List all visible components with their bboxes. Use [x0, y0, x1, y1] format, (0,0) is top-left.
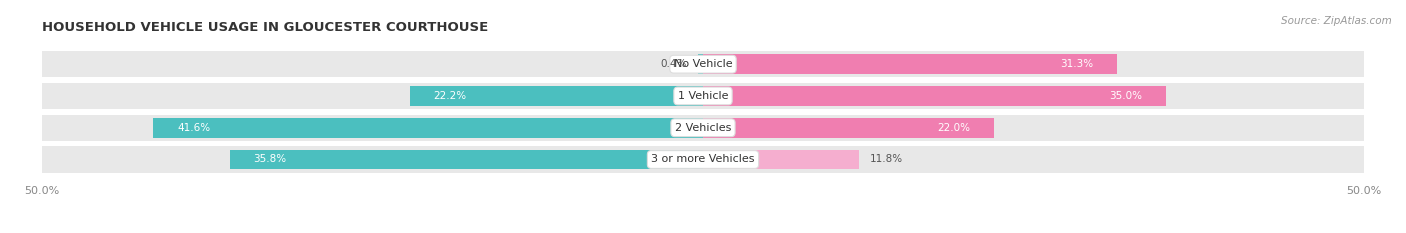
- Text: 35.8%: 35.8%: [253, 154, 287, 164]
- Bar: [153, 118, 703, 137]
- Bar: [409, 86, 703, 106]
- Text: 3 or more Vehicles: 3 or more Vehicles: [651, 154, 755, 164]
- Bar: [229, 150, 703, 169]
- Text: 22.2%: 22.2%: [433, 91, 467, 101]
- Text: HOUSEHOLD VEHICLE USAGE IN GLOUCESTER COURTHOUSE: HOUSEHOLD VEHICLE USAGE IN GLOUCESTER CO…: [42, 21, 488, 34]
- Text: Source: ZipAtlas.com: Source: ZipAtlas.com: [1281, 16, 1392, 26]
- Text: 22.0%: 22.0%: [936, 123, 970, 133]
- Bar: [42, 115, 1364, 141]
- Bar: [703, 54, 1116, 74]
- Text: 35.0%: 35.0%: [1109, 91, 1142, 101]
- Bar: [703, 118, 994, 137]
- Text: 11.8%: 11.8%: [869, 154, 903, 164]
- Bar: [42, 147, 1364, 172]
- Text: 41.6%: 41.6%: [177, 123, 209, 133]
- Text: 0.4%: 0.4%: [661, 59, 688, 69]
- Text: 31.3%: 31.3%: [1060, 59, 1092, 69]
- Bar: [697, 54, 703, 74]
- Bar: [42, 51, 1364, 77]
- Text: No Vehicle: No Vehicle: [673, 59, 733, 69]
- Text: 2 Vehicles: 2 Vehicles: [675, 123, 731, 133]
- Bar: [42, 83, 1364, 109]
- Bar: [703, 86, 1166, 106]
- Text: 1 Vehicle: 1 Vehicle: [678, 91, 728, 101]
- Bar: [703, 150, 859, 169]
